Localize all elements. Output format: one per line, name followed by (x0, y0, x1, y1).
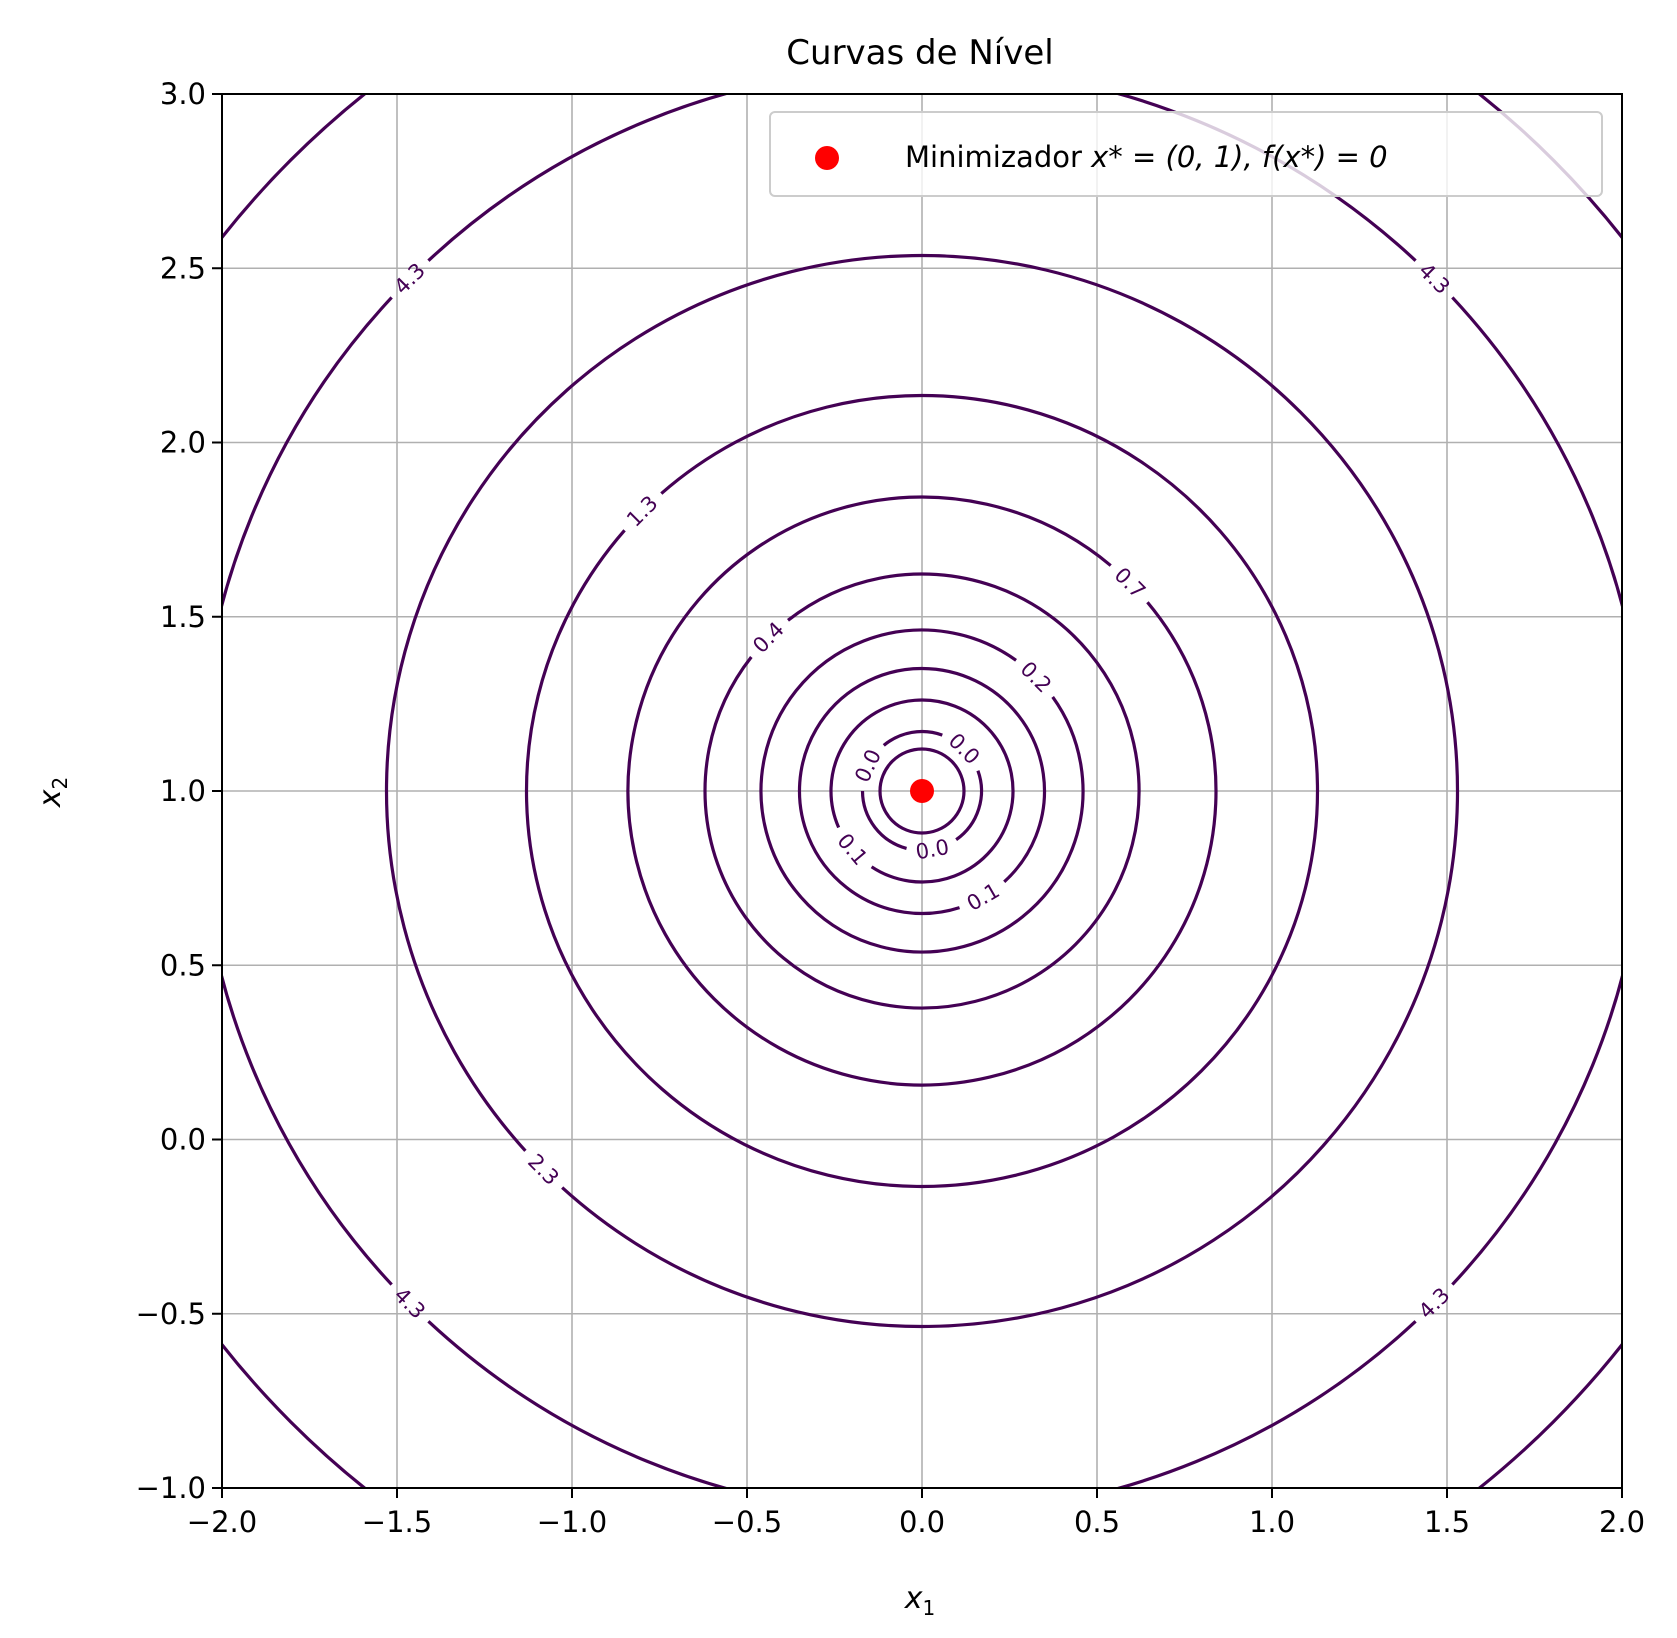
y-tick-label: 2.5 (160, 251, 206, 285)
y-tick-label: 0.5 (160, 948, 206, 982)
contour-lines (222, 94, 1622, 1488)
y-tick-label: 1.5 (160, 600, 206, 634)
contour-line (222, 296, 393, 1286)
contour-label: 0.7 (1110, 563, 1151, 604)
x-tick-label: 2.0 (1599, 1505, 1645, 1539)
x-tick-label: −0.5 (712, 1505, 782, 1539)
y-tick-label: −0.5 (136, 1297, 206, 1331)
x-tick-label: 1.0 (1249, 1505, 1295, 1539)
x-tick-label: −1.0 (537, 1505, 607, 1539)
x-axis-label: x1 (904, 1581, 936, 1620)
legend: Minimizador x* = (0, 1), f(x*) = 0 (769, 111, 1603, 197)
legend-label: Minimizador x* = (0, 1), f(x*) = 0 (905, 140, 1388, 174)
contour-line (384, 253, 1460, 1329)
y-axis-label: x2 (33, 777, 72, 809)
contour-line (882, 729, 943, 747)
contour-label: 0.1 (832, 829, 872, 870)
y-tick-label: 1.0 (160, 774, 206, 808)
x-axis-ticks: −2.0 −1.5 −1.0 −0.5 0.0 0.5 1.0 1.5 2.0 (187, 1488, 1645, 1539)
contour-line (797, 666, 1047, 916)
contour-label: 1.3 (622, 491, 663, 532)
contour-label: 0.2 (1016, 657, 1057, 698)
contour-label: 4.3 (1414, 258, 1455, 299)
contour-line (759, 628, 1085, 954)
contour-line (703, 572, 1141, 1010)
legend-marker (815, 146, 839, 170)
contour-label: 0.0 (914, 835, 951, 864)
contour-line (829, 698, 1015, 884)
contour-label: 2.3 (523, 1149, 564, 1190)
data-points (910, 779, 934, 803)
y-tick-label: −1.0 (136, 1471, 206, 1505)
chart-title: Curvas de Nível (786, 33, 1053, 73)
contour-label: 0.0 (944, 729, 985, 770)
contour-line (626, 495, 1218, 1087)
contour-line (878, 747, 966, 835)
x-tick-label: 1.5 (1424, 1505, 1470, 1539)
y-axis-ticks: −1.0 −0.5 0.0 0.5 1.0 1.5 2.0 2.5 3.0 (136, 77, 222, 1505)
legend-box (769, 111, 1603, 197)
y-tick-label: 0.0 (160, 1123, 206, 1157)
contour-label: 0.4 (748, 617, 789, 658)
contour-label: 0.1 (963, 878, 1004, 915)
contour-line (524, 393, 1320, 1189)
contour-label: 4.3 (1414, 1283, 1455, 1324)
contour-label: 4.3 (389, 258, 430, 299)
contour-line (955, 770, 984, 842)
contour-line (427, 1320, 1417, 1488)
y-tick-label: 2.0 (160, 426, 206, 460)
minimizer-point (910, 779, 934, 803)
contour-line-corner (222, 94, 1622, 1488)
x-tick-label: −2.0 (187, 1505, 257, 1539)
contour-label: 4.3 (389, 1283, 430, 1324)
x-tick-label: 0.5 (1074, 1505, 1120, 1539)
y-tick-label: 3.0 (160, 77, 206, 111)
x-tick-label: −1.5 (362, 1505, 432, 1539)
x-tick-label: 0.0 (899, 1505, 945, 1539)
contour-line (1451, 296, 1622, 1286)
contour-line (860, 791, 907, 851)
